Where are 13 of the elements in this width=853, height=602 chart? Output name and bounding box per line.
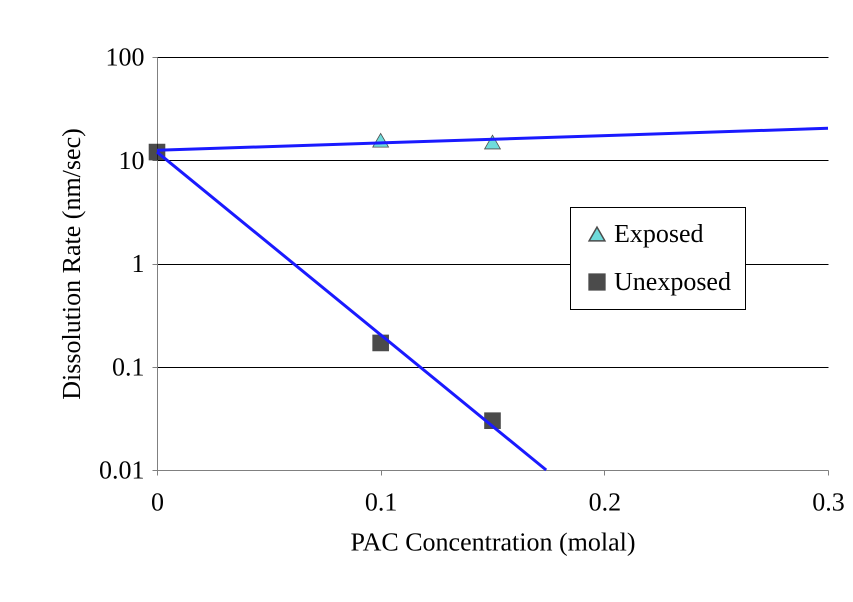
y-tick-label: 100 (106, 42, 144, 72)
legend-label: Exposed (614, 219, 704, 248)
x-axis-title: PAC Concentration (molal) (350, 528, 636, 556)
x-tick-label: 0 (151, 488, 164, 516)
x-tick-label: 0.2 (588, 488, 622, 516)
y-tick-label: 10 (118, 146, 144, 175)
x-tick-label: 0.1 (364, 488, 398, 516)
legend-label: Unexposed (614, 267, 731, 296)
y-axis-title: Dissolution Rate (nm/sec) (57, 128, 86, 400)
x-tick-label: 0.3 (812, 488, 845, 516)
y-tick-label: 0.1 (112, 352, 144, 382)
y-tick-label: 0.01 (99, 456, 144, 484)
y-tick-label: 1 (132, 249, 144, 278)
